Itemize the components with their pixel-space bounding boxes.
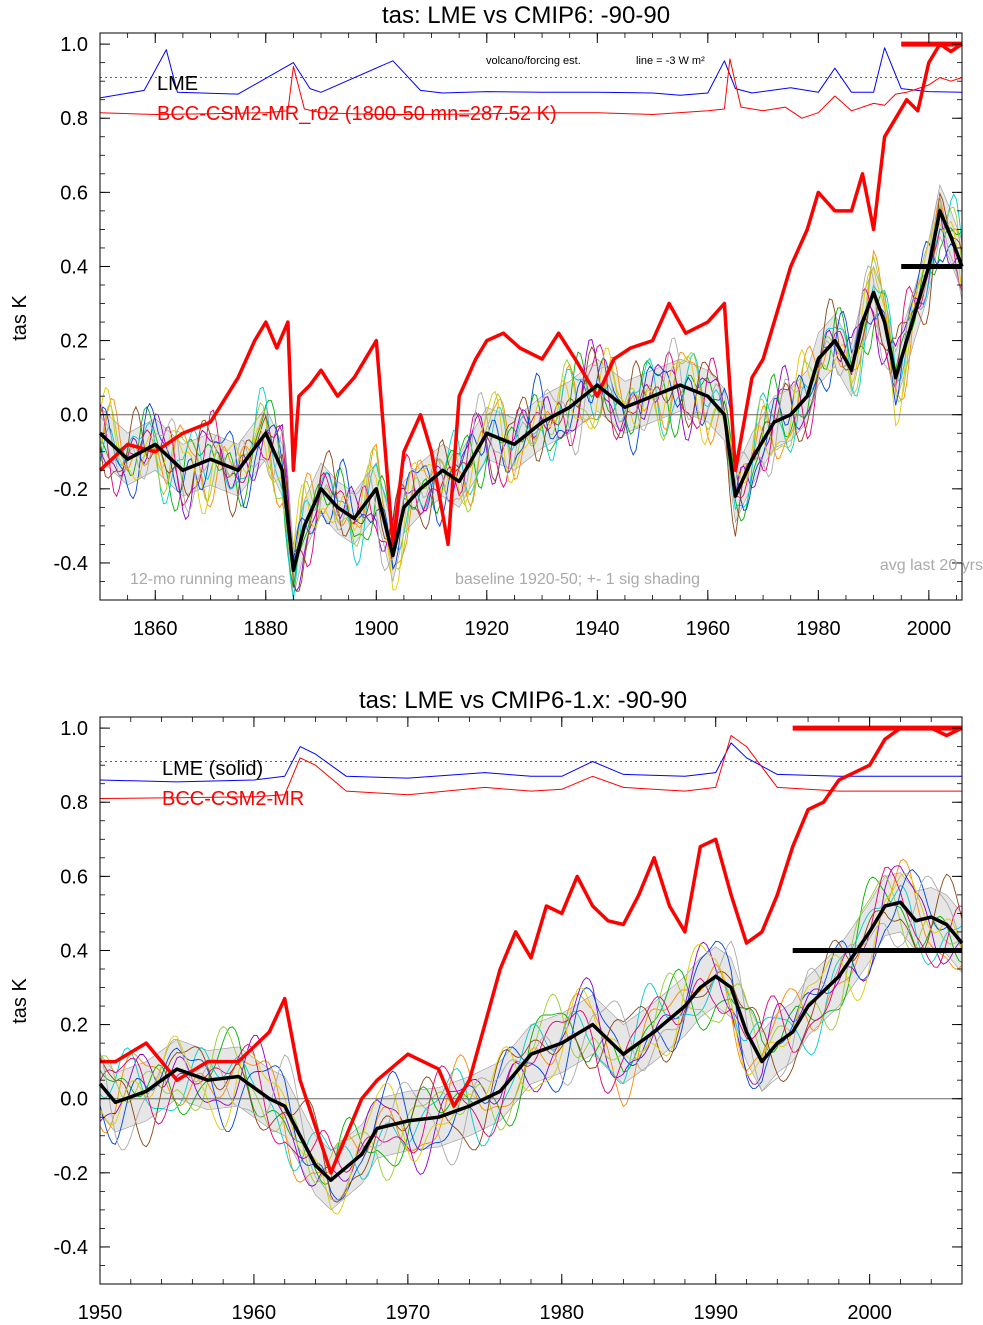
uncertainty-shading: [99, 872, 963, 1211]
series-lines: [98, 725, 964, 1182]
y-tick-label: -0.4: [54, 1237, 88, 1259]
x-tick-label: 1940: [575, 618, 620, 640]
axis-ticks: -0.4 -0.2 0.0 0.2 0.4 0.6 0.8 1.0 1860 1880 1900 19…: [54, 33, 962, 640]
lme-forcing-line: [99, 47, 963, 99]
chart-title: tas: LME vs CMIP6-1.x: -90-90: [359, 687, 687, 714]
ensemble-member-line: [99, 193, 963, 600]
x-tick-label: 1980: [796, 618, 841, 640]
plot-frame: [99, 716, 963, 1285]
legend-label-model: BCC-CSM2-MR_r02 (1800-50 mn=287.52 K): [157, 103, 557, 125]
ensemble-members: [99, 191, 963, 600]
y-tick-label: 0.8: [60, 108, 88, 130]
y-tick-label: 0.2: [60, 331, 88, 353]
x-tick-label: 1880: [244, 618, 289, 640]
x-tick-label: 2000: [907, 618, 952, 640]
y-tick-label: 1.0: [60, 34, 88, 56]
y-tick-label: 0.6: [60, 866, 88, 888]
x-tick-label: 1970: [386, 1302, 431, 1324]
legend-label-lme: LME: [157, 73, 198, 95]
running-means-annotation: 12-mo running means: [130, 571, 286, 588]
x-tick-label: 2000: [847, 1302, 892, 1324]
lme-mean-line: [98, 209, 964, 573]
ensemble-member-line: [99, 196, 963, 572]
y-tick-label: -0.2: [54, 1163, 88, 1185]
chart-panel-bottom: tas: LME vs CMIP6-1.x: -90-90 tas K -0.4…: [9, 687, 964, 1324]
model-forcing-line: [99, 58, 963, 119]
x-tick-label: 1960: [686, 618, 731, 640]
ensemble-member-line: [99, 869, 963, 1201]
series-lines: [98, 41, 964, 573]
y-tick-label: 0.4: [60, 940, 88, 962]
chart-panel-top: tas: LME vs CMIP6: -90-90 tas K -0.4 -0.2…: [9, 2, 983, 640]
ensemble-member-line: [99, 195, 963, 572]
y-tick-label: 0.2: [60, 1015, 88, 1037]
y-axis-label: tas K: [9, 295, 31, 341]
axis-ticks: -0.4 -0.2 0.0 0.2 0.4 0.6 0.8 1.0 1950 1960 1970 19…: [54, 717, 963, 1324]
x-tick-label: 1960: [232, 1302, 277, 1324]
lme-forcing-line: [99, 742, 962, 783]
ensemble-member-line: [99, 873, 963, 1203]
ensemble-member-line: [99, 225, 963, 568]
plot-frame: [99, 32, 963, 601]
x-tick-label: 1990: [693, 1302, 738, 1324]
legend-label-lme: LME (solid): [162, 758, 263, 780]
model-forcing-line: [99, 735, 962, 799]
forcing-annotation: volcano/forcing est.: [486, 55, 581, 67]
chart-title: tas: LME vs CMIP6: -90-90: [382, 2, 670, 29]
ensemble-member-line: [99, 884, 963, 1180]
y-tick-label: 0.0: [60, 405, 88, 427]
ensemble-member-line: [99, 220, 963, 591]
y-tick-label: 0.0: [60, 1089, 88, 1111]
y-tick-label: 0.6: [60, 182, 88, 204]
y-tick-label: -0.4: [54, 553, 88, 575]
avg-last-20-annotation: avg last 20 yrs: [880, 557, 983, 574]
model-tas-line: [98, 42, 963, 547]
model-tas-line: [100, 726, 963, 1175]
x-tick-label: 1860: [133, 618, 178, 640]
lme-mean-line: [98, 900, 964, 1182]
y-axis-label: tas K: [9, 978, 31, 1024]
y-tick-label: 1.0: [60, 718, 88, 740]
ensemble-member-line: [99, 240, 963, 571]
y-tick-label: 0.8: [60, 792, 88, 814]
x-tick-label: 1900: [354, 618, 399, 640]
y-tick-label: 0.4: [60, 256, 88, 278]
baseline-annotation: baseline 1920-50; +- 1 sig shading: [455, 571, 700, 588]
sigma-band: [99, 872, 963, 1211]
x-tick-label: 1950: [78, 1302, 123, 1324]
y-tick-label: -0.2: [54, 479, 88, 501]
ensemble-member-line: [99, 866, 963, 1173]
legend-label-model: BCC-CSM2-MR: [162, 788, 304, 810]
x-tick-label: 1920: [465, 618, 510, 640]
x-tick-label: 1980: [540, 1302, 585, 1324]
ensemble-member-line: [99, 858, 963, 1183]
forcing-line-annotation: line = -3 W m²: [636, 55, 705, 67]
